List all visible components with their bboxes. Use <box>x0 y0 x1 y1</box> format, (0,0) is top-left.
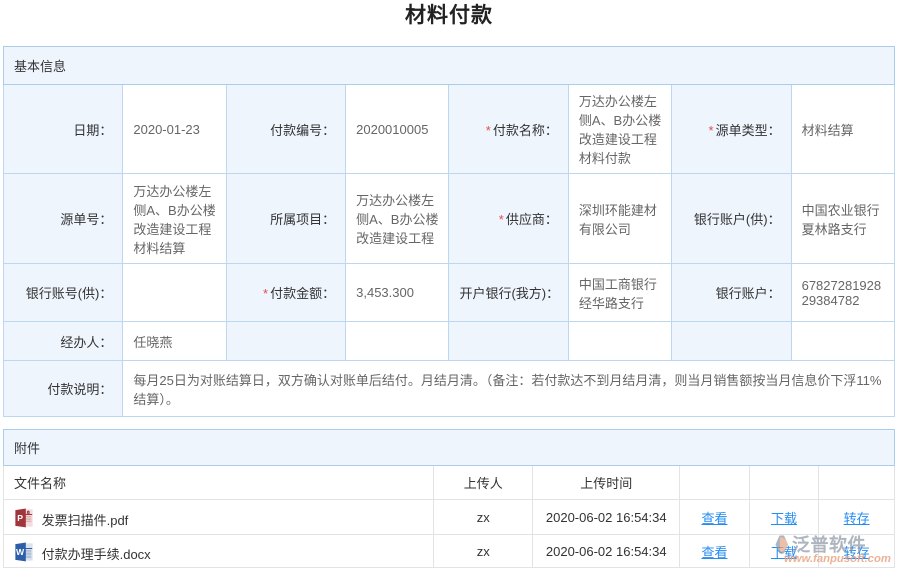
svg-text:P: P <box>17 513 23 523</box>
svg-text:W: W <box>16 547 25 557</box>
